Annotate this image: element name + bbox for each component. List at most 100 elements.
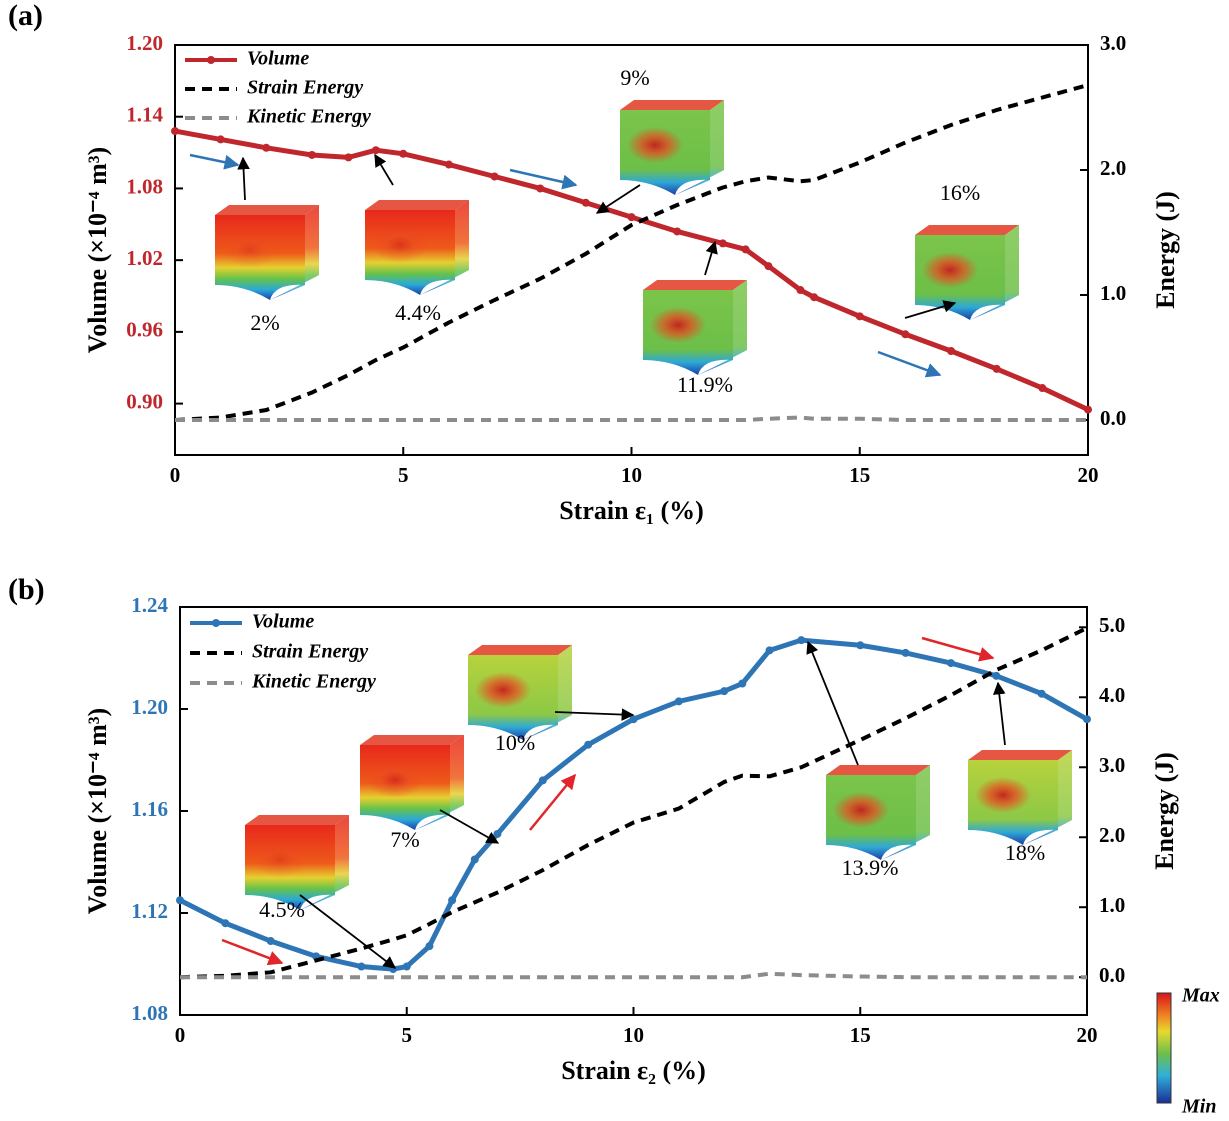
legend-label: Volume — [247, 48, 309, 70]
point — [742, 245, 750, 253]
point — [810, 293, 818, 301]
point — [797, 636, 805, 644]
x-tick-label: 20 — [1077, 1023, 1098, 1047]
cube-icon — [245, 815, 349, 825]
point — [267, 937, 275, 945]
pointer-arrow — [808, 642, 858, 765]
y2-tick-label: 3.0 — [1100, 31, 1126, 55]
colorbar-min: Min — [1181, 1096, 1216, 1118]
y-tick-label: 1.20 — [126, 31, 163, 55]
series-line — [180, 974, 1087, 977]
cube-hotspot — [367, 762, 423, 798]
point — [856, 641, 864, 649]
direction-arrow — [530, 775, 575, 830]
annotation: 2% — [250, 310, 279, 335]
x-tick-label: 15 — [849, 463, 870, 487]
annotation: 16% — [940, 180, 980, 205]
x-tick-label: 20 — [1078, 463, 1099, 487]
y-tick-label: 1.20 — [131, 695, 168, 719]
y-tick-label: 1.08 — [131, 1001, 168, 1025]
direction-arrow — [190, 155, 238, 165]
annotation: 9% — [620, 65, 649, 90]
y2-tick-label: 0.0 — [1100, 406, 1126, 430]
point — [217, 135, 225, 143]
pointer-arrow — [705, 242, 715, 275]
point — [584, 741, 592, 749]
point — [539, 776, 547, 784]
panel-label: (b) — [8, 573, 45, 606]
annotation: 4.4% — [395, 300, 441, 325]
cube-icon — [826, 765, 930, 775]
y2-tick-label: 5.0 — [1099, 613, 1125, 637]
point — [993, 365, 1001, 373]
legend-label: Strain Energy — [252, 641, 368, 663]
y2-tick-label: 0.0 — [1099, 963, 1125, 987]
cube-icon — [360, 735, 464, 745]
y2-tick-label: 3.0 — [1099, 753, 1125, 777]
legend-marker — [212, 619, 220, 627]
legend-marker — [207, 56, 215, 64]
point — [399, 150, 407, 158]
colorbar-max: Max — [1181, 985, 1220, 1007]
cube-hotspot — [650, 307, 706, 343]
point — [445, 161, 453, 169]
legend-label: Strain Energy — [247, 77, 363, 99]
annotation: 10% — [495, 730, 535, 755]
cube-icon — [620, 100, 724, 110]
y-tick-label: 0.96 — [126, 318, 163, 342]
legend-label: Kinetic Energy — [246, 106, 371, 128]
point — [902, 649, 910, 657]
cube-icon — [215, 205, 319, 215]
legend-label: Volume — [252, 611, 314, 633]
annotation: 11.9% — [677, 372, 733, 397]
y-tick-label: 1.12 — [131, 899, 168, 923]
y2-tick-label: 1.0 — [1100, 281, 1126, 305]
x-tick-label: 15 — [850, 1023, 871, 1047]
annotation: 7% — [390, 827, 419, 852]
point — [719, 239, 727, 247]
point — [673, 227, 681, 235]
y-axis-label: Volume (×10⁻⁴ m³) — [83, 147, 112, 353]
annotation: 18% — [1005, 840, 1045, 865]
cube-hotspot — [475, 672, 531, 708]
point — [491, 172, 499, 180]
point — [262, 144, 270, 152]
point — [856, 312, 864, 320]
y-tick-label: 1.08 — [126, 174, 163, 198]
cube-hotspot — [975, 777, 1031, 813]
point — [796, 286, 804, 294]
point — [425, 942, 433, 950]
y-tick-label: 0.90 — [126, 389, 163, 413]
point — [536, 184, 544, 192]
y2-axis-label: Energy (J) — [1151, 191, 1180, 309]
pointer-arrow — [998, 683, 1005, 745]
point — [947, 659, 955, 667]
y2-tick-label: 2.0 — [1100, 156, 1126, 180]
point — [493, 830, 501, 838]
point — [901, 330, 909, 338]
point — [471, 855, 479, 863]
y-tick-label: 1.16 — [131, 797, 168, 821]
cube-hotspot — [627, 127, 683, 163]
y-axis-label: Volume (×10⁻⁴ m³) — [83, 708, 112, 914]
direction-arrow — [922, 638, 993, 658]
y2-tick-label: 2.0 — [1099, 823, 1125, 847]
point — [1084, 406, 1092, 414]
x-axis-label: Strain ε₁ (%) — [559, 496, 704, 525]
point — [221, 919, 229, 927]
point — [947, 347, 955, 355]
direction-arrow — [878, 352, 940, 375]
point — [582, 199, 590, 207]
y-tick-label: 1.14 — [126, 103, 163, 127]
cube-hotspot — [922, 252, 978, 288]
pointer-arrow — [243, 158, 245, 200]
x-tick-label: 10 — [623, 1023, 644, 1047]
cube-icon — [915, 225, 1019, 235]
point — [764, 262, 772, 270]
cube-icon — [365, 200, 469, 210]
point — [766, 646, 774, 654]
cube-icon — [968, 750, 1072, 760]
y-tick-label: 1.02 — [126, 246, 163, 270]
y2-axis-label: Energy (J) — [1150, 752, 1179, 870]
point — [344, 153, 352, 161]
